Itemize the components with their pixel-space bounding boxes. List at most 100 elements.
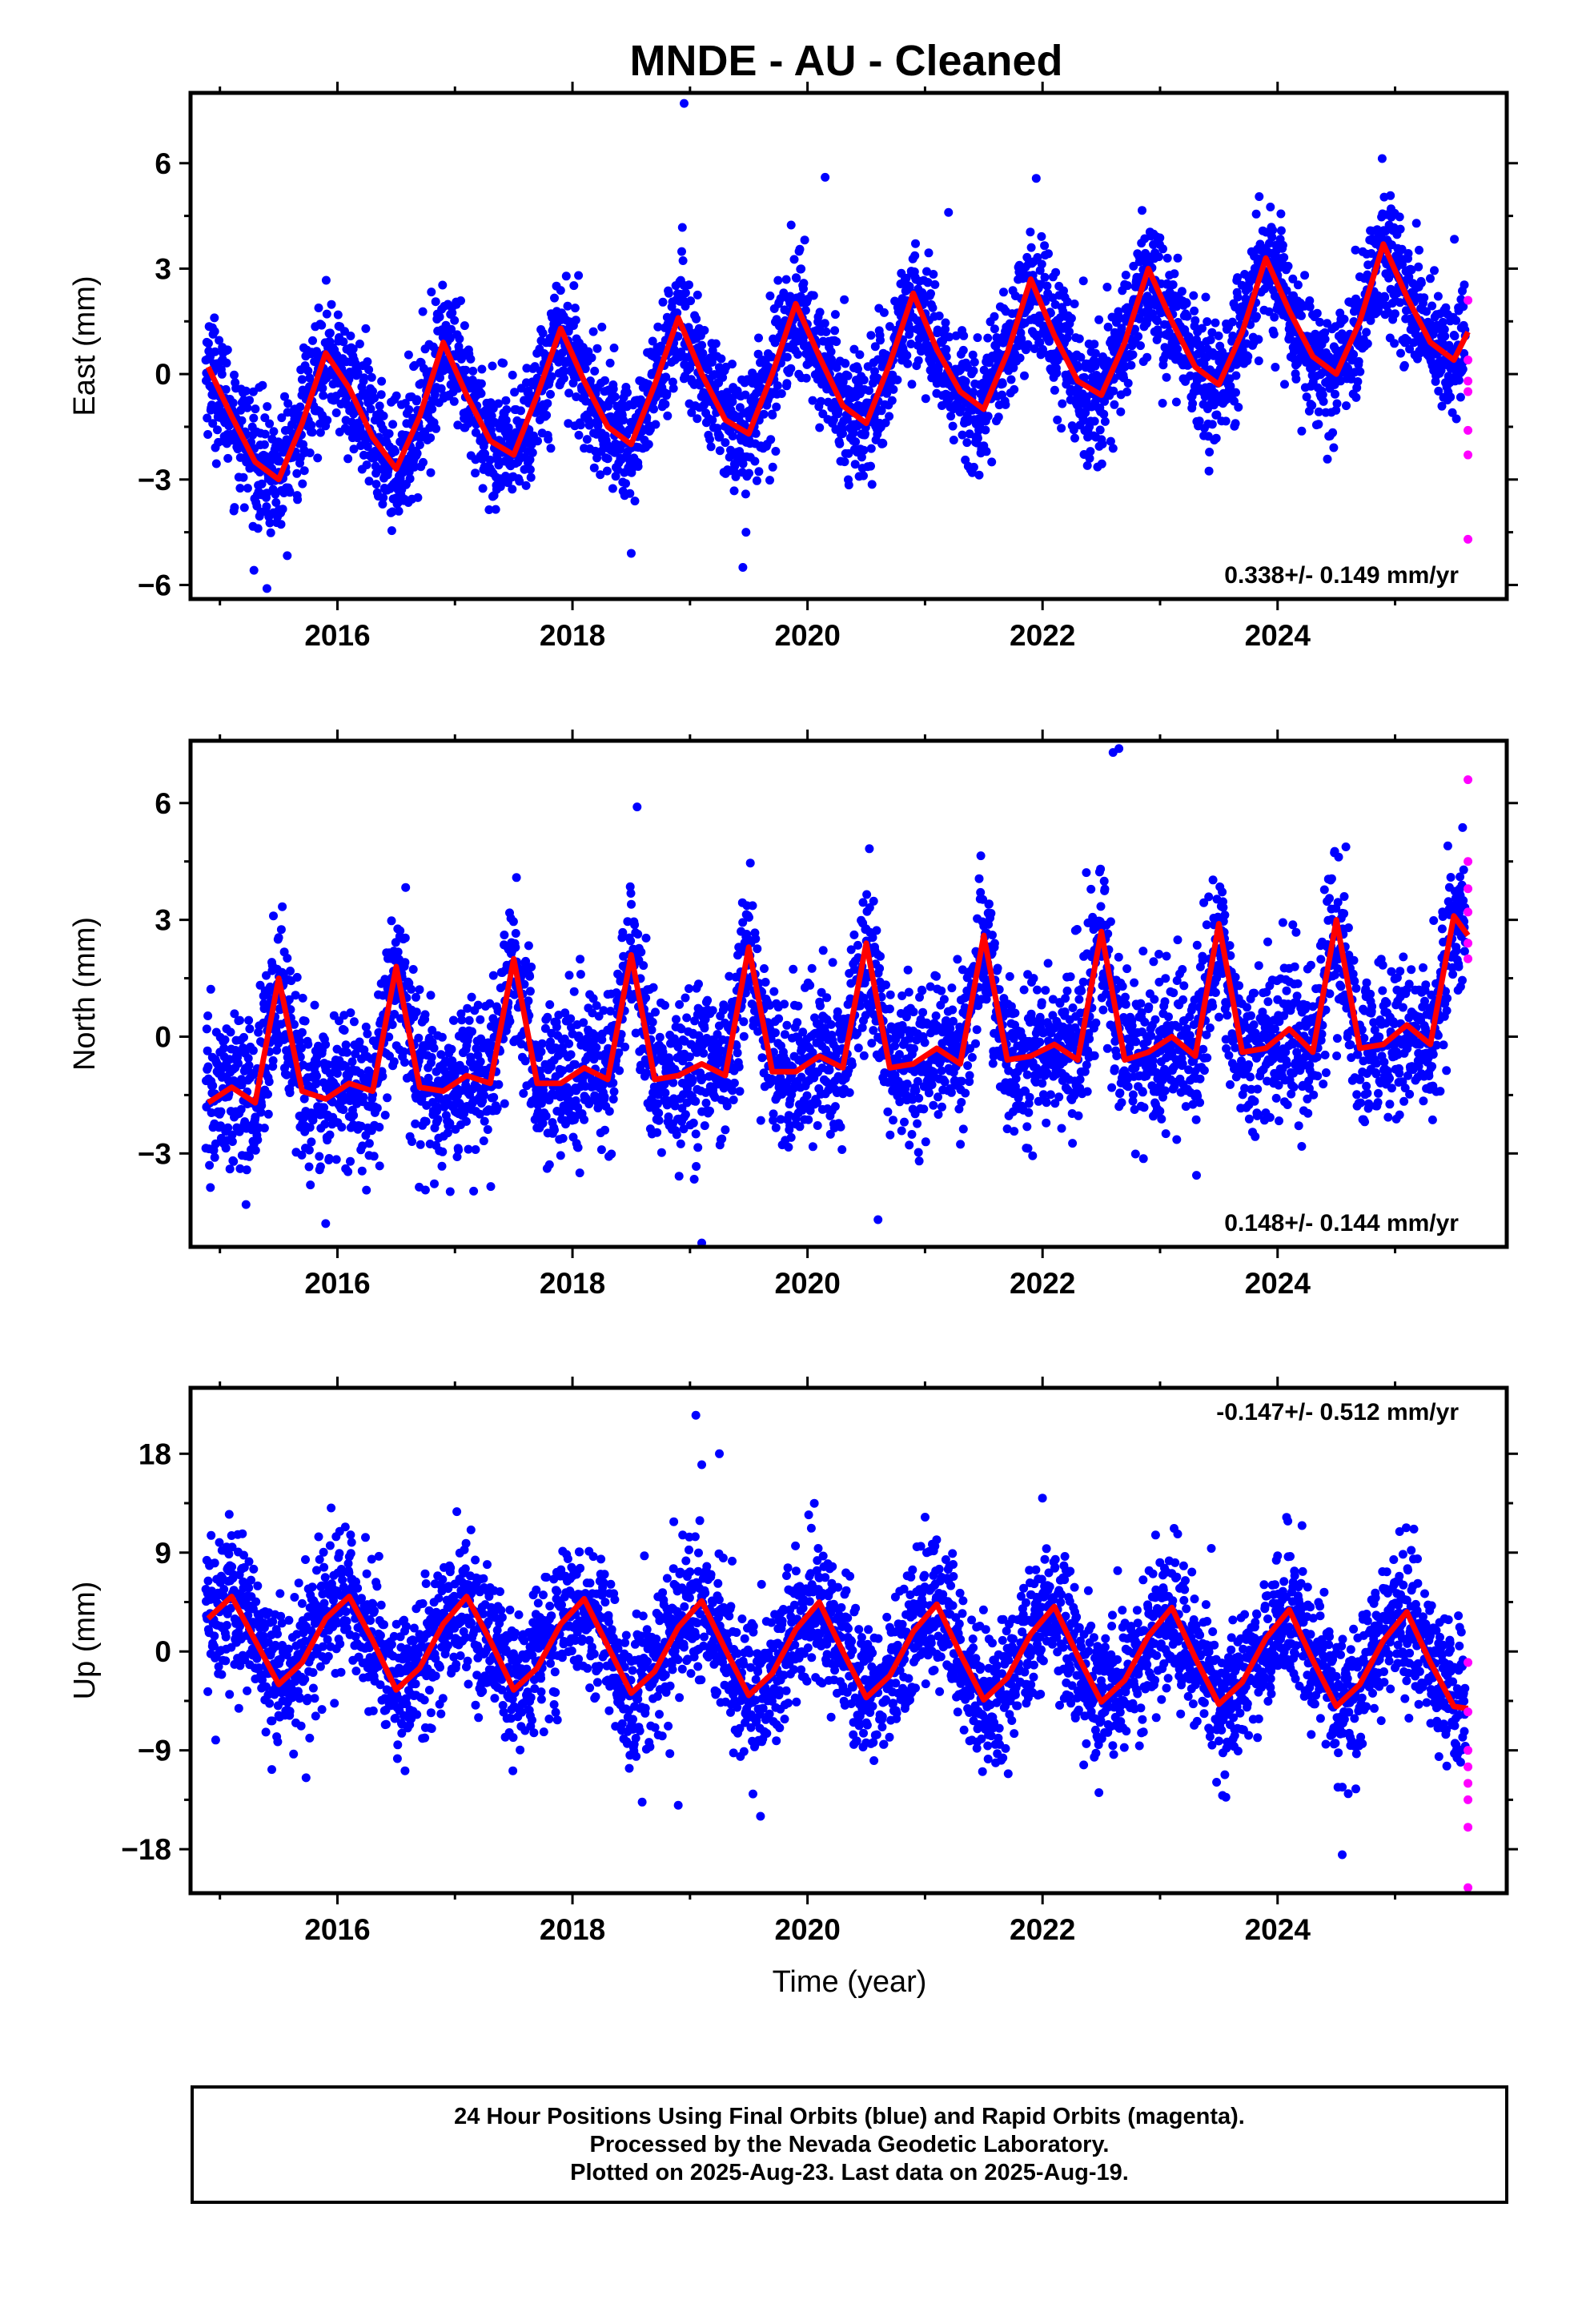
data-point: [237, 416, 247, 425]
data-point: [543, 399, 552, 408]
data-point: [511, 929, 520, 938]
data-point: [475, 1109, 484, 1119]
data-point: [1268, 225, 1278, 235]
data-point: [342, 1047, 351, 1057]
model-curve: [205, 241, 1471, 483]
data-point: [430, 1179, 439, 1188]
data-point: [1090, 416, 1099, 426]
data-point: [844, 480, 853, 490]
data-point: [305, 1123, 315, 1132]
data-point: [1405, 344, 1415, 354]
data-point: [550, 293, 559, 303]
data-point: [1122, 281, 1132, 291]
data-point: [299, 1094, 309, 1104]
data-point: [1450, 235, 1460, 244]
data-point: [576, 420, 585, 430]
data-point: [1026, 243, 1036, 252]
data-point: [941, 318, 950, 328]
data-point: [449, 396, 459, 406]
data-point: [750, 456, 760, 466]
data-point: [603, 454, 612, 464]
data-point: [1221, 416, 1231, 426]
data-point: [1319, 396, 1328, 406]
data-point: [359, 373, 369, 383]
data-point: [412, 1007, 421, 1017]
data-point: [1422, 307, 1431, 316]
data-point: [322, 309, 331, 319]
data-point: [983, 333, 993, 343]
data-point: [1205, 448, 1215, 456]
data-point: [263, 402, 272, 412]
data-point: [426, 433, 436, 443]
data-point: [1126, 360, 1136, 370]
data-point: [358, 1141, 367, 1151]
data-point: [843, 371, 853, 380]
data-point: [297, 375, 307, 384]
data-point: [1302, 392, 1311, 402]
data-point: [264, 1077, 274, 1087]
data-point: [516, 406, 525, 416]
data-point: [471, 468, 480, 478]
data-point: [437, 1161, 447, 1171]
data-point: [295, 1037, 304, 1046]
data-point: [272, 1046, 282, 1055]
data-point: [203, 1062, 213, 1072]
data-point: [476, 388, 486, 398]
data-point: [1076, 352, 1086, 362]
data-point: [339, 1026, 349, 1035]
data-point: [368, 387, 377, 396]
data-point: [958, 345, 968, 355]
data-point: [941, 324, 950, 334]
data-point: [455, 334, 464, 344]
data-point: [973, 433, 982, 443]
data-point: [1307, 400, 1317, 410]
data-point: [556, 286, 565, 296]
data-point: [546, 1037, 555, 1047]
data-point: [415, 440, 424, 449]
data-point: [372, 1104, 382, 1113]
data-point: [269, 911, 278, 921]
data-point: [866, 444, 876, 453]
data-point: [1367, 249, 1376, 258]
data-point: [865, 386, 873, 396]
data-point: [558, 1066, 568, 1076]
data-point: [299, 466, 309, 476]
data-point: [721, 438, 730, 448]
data-point: [1040, 241, 1050, 251]
data-point: [922, 267, 931, 276]
data-point: [217, 369, 227, 379]
data-point: [384, 1032, 394, 1042]
data-point: [376, 390, 386, 400]
data-point: [840, 295, 849, 304]
data-point: [570, 304, 580, 313]
data-point: [378, 500, 387, 509]
data-point: [284, 995, 294, 1004]
data-point: [519, 1088, 528, 1098]
data-point: [582, 435, 592, 444]
data-point: [241, 1200, 251, 1209]
data-point: [1177, 287, 1186, 296]
data-point: [970, 357, 979, 367]
data-point: [870, 342, 880, 352]
data-point: [229, 1156, 239, 1166]
data-point: [505, 1016, 515, 1026]
data-point: [378, 1072, 387, 1081]
data-point: [550, 1125, 559, 1135]
data-point: [889, 384, 898, 394]
data-point: [1154, 330, 1164, 340]
data-point: [298, 993, 307, 1003]
data-point: [799, 279, 809, 288]
data-point: [244, 1015, 254, 1025]
data-point: [203, 339, 213, 348]
data-point: [1138, 206, 1146, 215]
data-point: [266, 528, 275, 537]
data-point: [290, 1019, 299, 1029]
data-point: [849, 344, 859, 354]
data-point: [274, 933, 283, 943]
data-point: [568, 378, 578, 388]
data-point: [223, 453, 233, 463]
data-point: [387, 526, 396, 536]
data-point: [1276, 226, 1286, 235]
data-point: [293, 495, 303, 505]
